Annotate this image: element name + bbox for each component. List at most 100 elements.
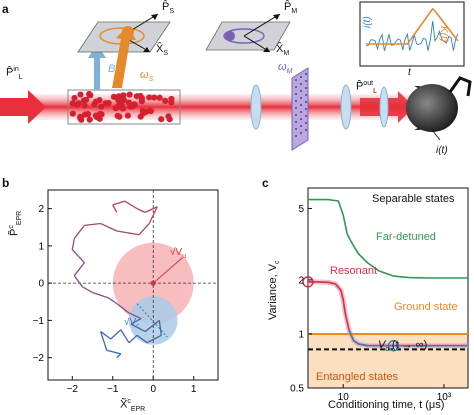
signal-inset: [359, 1, 465, 67]
atom: [126, 91, 133, 98]
spin-vector: [112, 26, 136, 88]
membrane-hole: [305, 87, 307, 89]
membrane-p-label: P̂M: [284, 1, 298, 16]
membrane-hole: [300, 104, 302, 106]
panel-a-letter: a: [2, 2, 9, 16]
panel-c-frame: [307, 187, 469, 389]
omega-s-label: ωS: [140, 69, 154, 84]
x-tick-label: −1: [107, 384, 119, 395]
trajectory-segment: [106, 349, 122, 355]
spin-ball: [122, 26, 134, 38]
atom: [138, 98, 145, 105]
y-tick-label: 0.5: [290, 384, 304, 395]
lens-3: [379, 86, 389, 128]
atom: [75, 100, 82, 107]
inset-t-label: t: [408, 67, 411, 78]
trajectory-segment: [130, 323, 146, 333]
inset-filter-trace: [366, 7, 459, 45]
b-field-label: B: [108, 63, 116, 75]
trajectory-segment: [158, 320, 162, 336]
panel-b-ylabel: Variance, VP̃cEPR: [8, 210, 23, 236]
atom: [92, 98, 100, 105]
lens-2: [340, 84, 352, 130]
x-tick-label: −2: [67, 384, 79, 395]
trajectory-segment: [120, 329, 130, 344]
membrane-hole: [305, 73, 307, 75]
radius-u-arrow: [152, 257, 183, 284]
membrane-hole: [305, 115, 307, 117]
entangled-region: [308, 333, 468, 388]
trajectory-segment: [112, 204, 118, 213]
atom: [102, 100, 109, 107]
asymptote-label: Vc (t → ∞): [378, 339, 428, 354]
atom: [69, 100, 76, 107]
membrane-hole: [305, 122, 307, 124]
input-beam-arrow: [0, 90, 46, 124]
trajectory-segment: [100, 331, 108, 351]
trajectory-segment: [124, 200, 138, 210]
x-tick-label: 10³: [437, 392, 452, 403]
trajectory-segment: [128, 334, 138, 344]
trajectory-segment: [100, 331, 112, 340]
omega-m-label: ωM: [278, 61, 293, 76]
panel-c-letter: c: [262, 176, 269, 190]
membrane-hole: [295, 114, 297, 116]
y-tick-label: 2: [38, 204, 44, 215]
membrane-hole: [295, 107, 297, 109]
radius-c-arrow: [136, 303, 168, 338]
membrane-ball: [225, 31, 235, 41]
trajectory-segment: [116, 303, 130, 314]
atom: [162, 97, 169, 104]
atom: [92, 112, 100, 119]
atom-cloud: [69, 90, 175, 123]
membrane-hole: [295, 93, 297, 95]
trajectory-segment: [146, 334, 162, 344]
membrane-hole: [305, 94, 307, 96]
trajectory-segment: [82, 286, 93, 294]
y-tick-label: 1: [298, 329, 304, 340]
membrane-hole: [295, 135, 297, 137]
atom: [151, 94, 158, 101]
panel-b-letter: b: [2, 176, 10, 190]
atom: [83, 96, 90, 103]
trajectory-segment: [112, 200, 126, 206]
spin-p-label: P̂S: [162, 1, 175, 16]
trajectory: [71, 200, 162, 359]
trajectory-segment: [138, 223, 150, 236]
series-label-resonant: Resonant: [330, 265, 378, 277]
sqrt-vc-label: √Vc: [124, 317, 140, 331]
atom: [110, 93, 118, 100]
atomic-cell: [67, 89, 181, 125]
atom: [124, 112, 131, 119]
y-tick-label: −2: [33, 353, 45, 364]
atom: [77, 91, 84, 98]
panel-b: −2 −1 0 1 −2 −1 0 1 2: [33, 189, 219, 395]
membrane-hole: [300, 118, 302, 120]
membrane-hole: [300, 111, 302, 113]
trajectory-segment: [116, 230, 140, 236]
atom: [120, 92, 127, 99]
trajectory-segment: [116, 353, 122, 359]
membrane-precession: [223, 28, 265, 44]
trajectory-segment: [136, 208, 146, 213]
membrane-hole: [305, 129, 307, 131]
trajectory-segment: [73, 262, 85, 277]
membrane-hole: [300, 90, 302, 92]
membrane-x-label: X̂M: [276, 43, 290, 58]
output-beam-label: P̂outL: [356, 80, 377, 95]
b-field-arrow: [88, 44, 106, 90]
membrane-hole: [295, 128, 297, 130]
atom: [133, 93, 140, 100]
y-tick-label: 2: [298, 275, 304, 286]
atom: [71, 94, 78, 102]
input-beam-label: P̂inL: [6, 66, 23, 81]
series-label-ground-state: Ground state: [394, 301, 458, 313]
entangled-states-label: Entangled states: [316, 371, 398, 383]
y-tick-label: 0: [38, 279, 44, 290]
x-tick-label: 1: [191, 384, 197, 395]
atom: [118, 101, 125, 108]
marker-circle: [302, 276, 314, 288]
membrane-hole: [295, 79, 297, 81]
atom: [116, 113, 123, 120]
